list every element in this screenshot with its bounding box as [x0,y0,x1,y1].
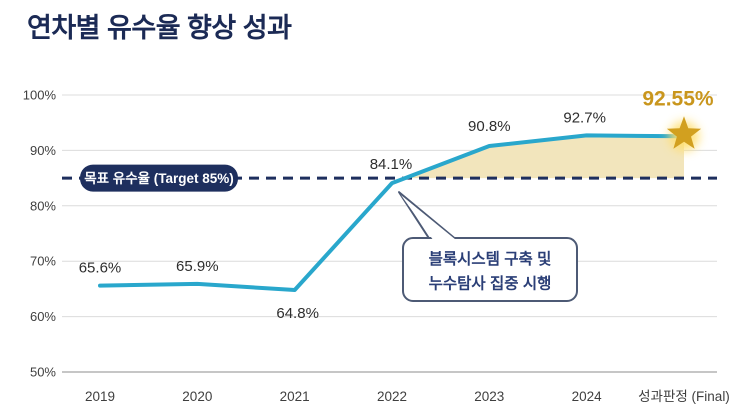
callout-bubble [402,237,578,302]
area-highlight [405,135,684,179]
target-label-box [80,164,238,192]
target-label: 목표 유수율 (Target 85%) [84,170,234,186]
callout-pointer-cover [400,195,461,244]
star-icon [666,116,702,149]
callout-text-line: 누수탐사 집중 시행 [429,274,552,293]
y-tick-label: 50% [30,365,56,380]
y-tick-label: 60% [30,309,56,324]
page-title: 연차별 유수율 향상 성과 [27,13,292,43]
data-point-label: 64.8% [276,305,319,322]
trend-line [98,133,686,292]
y-tick-label: 100% [23,88,57,103]
data-point-label: 92.7% [563,109,606,126]
callout-pointer-outline [397,191,465,247]
x-tick-label: 2023 [474,389,504,404]
data-point-label: 84.1% [370,156,413,173]
x-tick-label: 성과판정 (Final) [638,389,730,404]
x-tick-label: 2020 [182,389,212,404]
y-tick-label: 90% [30,143,56,158]
x-tick-label: 2021 [280,389,310,404]
callout-text-line: 블록시스템 구축 및 [429,249,552,268]
data-point-label: 65.9% [176,258,219,275]
data-point-label: 65.6% [79,260,122,277]
x-tick-label: 2024 [572,389,603,404]
y-tick-label: 80% [30,198,56,213]
y-tick-label: 70% [30,254,56,269]
final-value-label: 92.55% [642,87,714,110]
x-tick-label: 2022 [377,389,407,404]
x-tick-label: 2019 [85,389,115,404]
data-point-label: 90.8% [468,118,511,135]
